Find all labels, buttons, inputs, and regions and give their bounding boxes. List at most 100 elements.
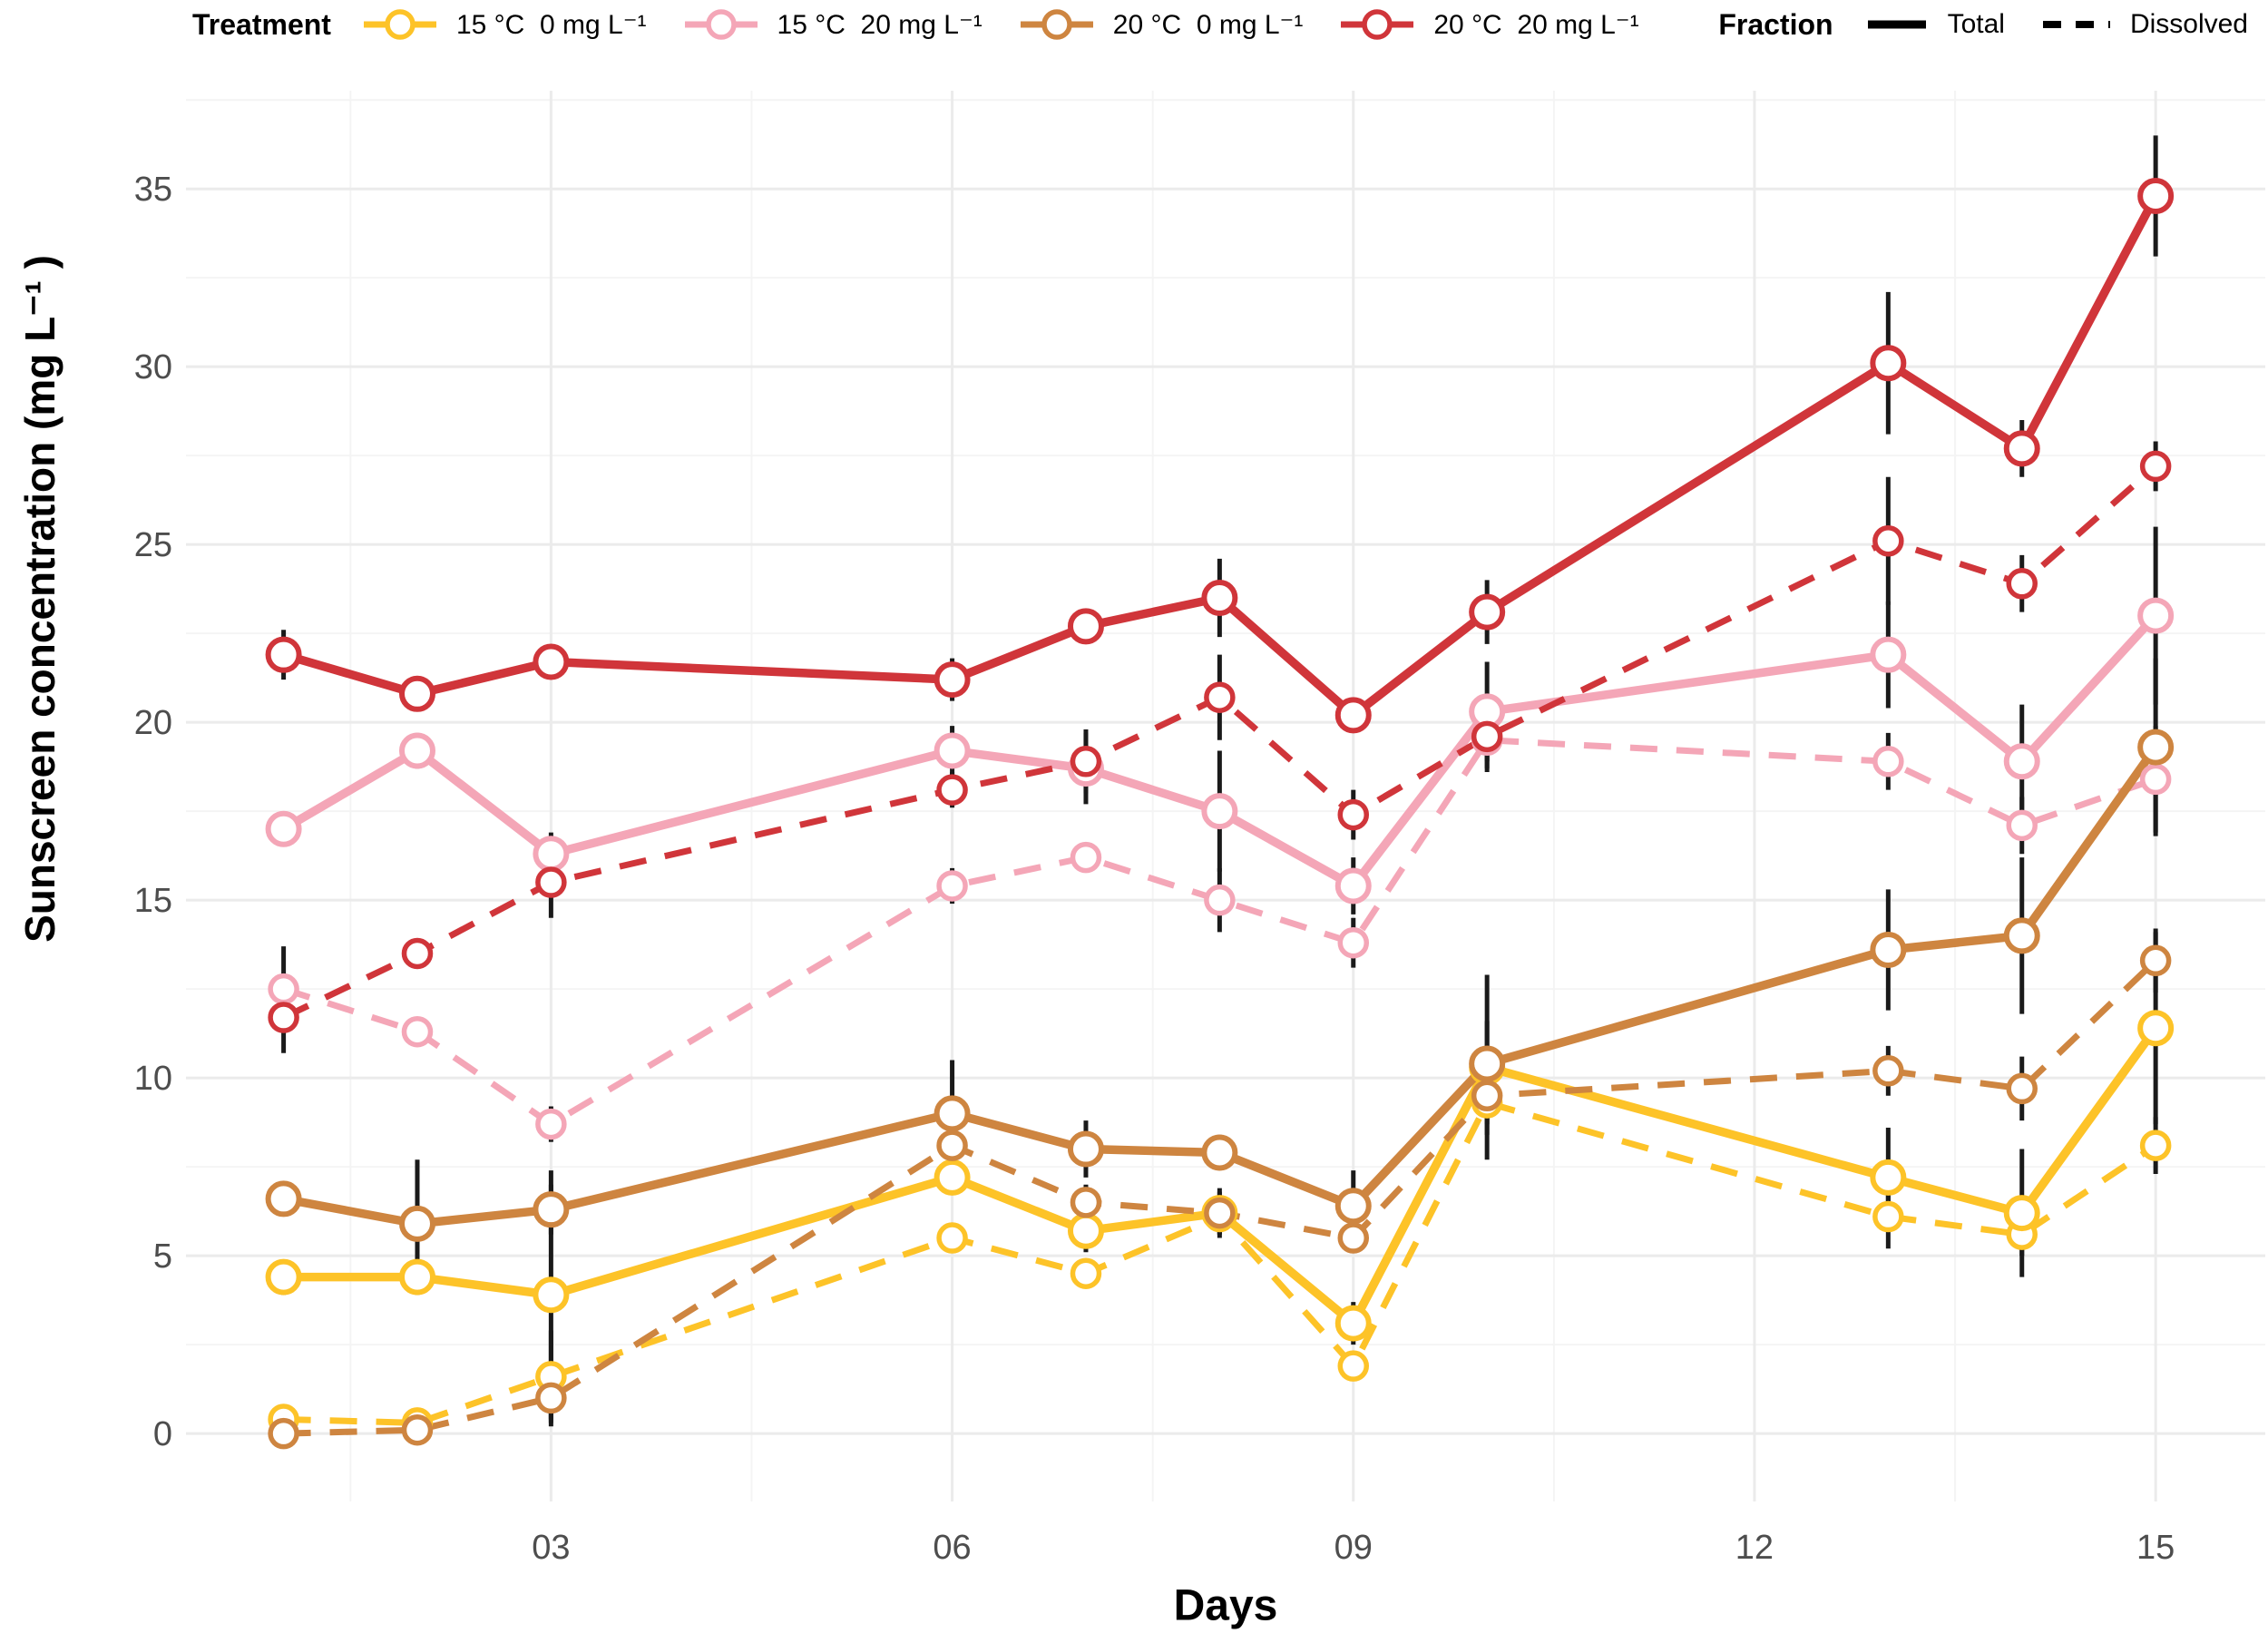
x-tick-label-03: 03 — [532, 1529, 570, 1567]
point-15C-0-total-day-9 — [1334, 1305, 1372, 1342]
y-tick-label-10: 10 — [134, 1060, 172, 1098]
point-15C-0-dissolved-day-7 — [1070, 1257, 1102, 1289]
legend-item-label: 20 °C 0 mg L⁻¹ — [1112, 9, 1304, 40]
point-20C-20-dissolved-day-8 — [1204, 681, 1236, 713]
point-15C-20-total-day-2 — [398, 732, 435, 769]
point-20C-0-total-day-10 — [1469, 1045, 1506, 1082]
point-15C-20-dissolved-day-9 — [1337, 926, 1370, 959]
point-15C-20-dissolved-day-3 — [535, 1108, 567, 1140]
legend-item-treatment-20c-0: 20 °C 0 mg L⁻¹ — [1019, 5, 1304, 44]
point-20C-20-dissolved-day-1 — [268, 1002, 299, 1033]
point-20C-20-dissolved-day-15 — [2139, 450, 2172, 483]
point-15C-0-total-day-2 — [398, 1258, 435, 1296]
legend-item-treatment-15c-0: 15 °C 0 mg L⁻¹ — [362, 5, 647, 44]
legend-item-treatment-20c-20: 20 °C 20 mg L⁻¹ — [1339, 5, 1639, 44]
treatment-key-icon — [362, 5, 438, 44]
y-tick-label-15: 15 — [134, 882, 172, 920]
point-20C-20-dissolved-day-6 — [936, 774, 968, 806]
point-15C-20-total-day-14 — [2003, 743, 2040, 780]
point-20C-0-total-day-7 — [1067, 1130, 1104, 1168]
treatment-key-icon — [1019, 5, 1095, 44]
treatment-key-icon — [1339, 5, 1415, 44]
legend-item-fraction-dissolved: Dissolved — [2041, 5, 2248, 44]
point-20C-0-dissolved-day-7 — [1070, 1187, 1102, 1218]
point-15C-20-dissolved-day-8 — [1204, 884, 1236, 916]
y-tick-label-30: 30 — [134, 348, 172, 386]
point-20C-20-total-day-6 — [934, 661, 971, 699]
point-15C-0-total-day-7 — [1067, 1212, 1104, 1249]
y-tick-label-5: 5 — [153, 1237, 172, 1276]
y-tick-label-0: 0 — [153, 1415, 172, 1453]
point-20C-20-total-day-15 — [2137, 178, 2175, 215]
point-20C-0-dissolved-day-9 — [1337, 1222, 1370, 1254]
point-20C-20-total-day-13 — [1870, 345, 1907, 382]
legend-item-label: Total — [1947, 9, 2005, 39]
point-20C-0-dissolved-day-10 — [1471, 1080, 1503, 1111]
point-20C-20-dissolved-day-13 — [1872, 525, 1904, 557]
point-15C-20-total-day-8 — [1201, 793, 1238, 830]
point-15C-20-dissolved-day-15 — [2139, 763, 2172, 796]
point-20C-20-dissolved-day-3 — [535, 866, 567, 898]
point-15C-20-dissolved-day-2 — [401, 1015, 434, 1048]
legend: Treatment 15 °C 0 mg L⁻¹ 15 °C 20 mg L⁻¹… — [0, 0, 2257, 49]
point-20C-20-dissolved-day-14 — [2006, 568, 2038, 600]
point-15C-0-total-day-14 — [2003, 1195, 2040, 1232]
point-20C-0-dissolved-day-14 — [2006, 1072, 2038, 1105]
x-tick-label-15: 15 — [2136, 1529, 2175, 1567]
point-20C-20-total-day-2 — [398, 675, 435, 712]
point-15C-20-dissolved-day-14 — [2006, 809, 2038, 842]
point-20C-20-total-day-3 — [533, 643, 570, 680]
point-15C-0-total-day-15 — [2137, 1010, 2175, 1047]
point-15C-20-total-day-9 — [1334, 867, 1372, 905]
point-15C-20-total-day-1 — [265, 810, 302, 847]
point-20C-0-dissolved-day-13 — [1872, 1055, 1904, 1087]
point-20C-0-total-day-13 — [1870, 932, 1907, 969]
point-15C-0-total-day-1 — [265, 1258, 302, 1296]
x-tick-label-09: 09 — [1334, 1529, 1373, 1567]
point-15C-20-total-day-6 — [934, 732, 971, 769]
point-15C-0-dissolved-day-13 — [1872, 1200, 1904, 1233]
point-15C-20-total-day-13 — [1870, 636, 1907, 673]
y-axis-title: Sunscreen concentration (mg L⁻¹ ) — [16, 255, 64, 943]
point-15C-0-total-day-13 — [1870, 1159, 1907, 1196]
point-20C-20-dissolved-day-9 — [1337, 798, 1370, 831]
legend-fraction-title: Fraction — [1718, 7, 1833, 41]
point-20C-20-total-day-7 — [1067, 608, 1104, 645]
point-15C-20-dissolved-day-7 — [1070, 841, 1102, 874]
x-axis-title: Days — [1173, 1581, 1278, 1630]
point-20C-20-total-day-8 — [1201, 579, 1238, 616]
point-20C-0-dissolved-day-3 — [535, 1382, 567, 1414]
point-20C-20-dissolved-day-2 — [401, 937, 434, 970]
point-20C-0-dissolved-day-6 — [936, 1130, 968, 1161]
point-20C-0-total-day-2 — [398, 1205, 435, 1242]
point-15C-20-dissolved-day-13 — [1872, 746, 1904, 777]
point-20C-20-total-day-10 — [1469, 593, 1506, 631]
point-20C-0-total-day-3 — [533, 1191, 570, 1228]
x-tick-label-06: 06 — [933, 1529, 971, 1567]
point-20C-0-total-day-6 — [934, 1095, 971, 1132]
point-15C-20-total-day-15 — [2137, 597, 2175, 634]
point-15C-20-dissolved-day-1 — [268, 973, 299, 1005]
point-20C-0-dissolved-day-1 — [268, 1417, 299, 1450]
point-15C-20-total-day-3 — [533, 836, 570, 873]
point-20C-20-dissolved-day-7 — [1070, 746, 1102, 777]
point-20C-0-dissolved-day-2 — [401, 1413, 434, 1446]
point-15C-0-dissolved-day-15 — [2139, 1130, 2172, 1161]
total-line-icon — [1864, 5, 1930, 44]
point-20C-20-total-day-1 — [265, 636, 302, 673]
legend-item-label: 15 °C 20 mg L⁻¹ — [777, 9, 982, 40]
dissolved-line-icon — [2041, 5, 2112, 44]
point-20C-0-total-day-15 — [2137, 729, 2175, 766]
point-20C-20-dissolved-day-10 — [1471, 720, 1503, 753]
point-20C-20-total-day-9 — [1334, 697, 1372, 734]
legend-item-fraction-total: Total — [1864, 5, 2005, 44]
legend-item-label: Dissolved — [2129, 9, 2248, 39]
x-tick-label-12: 12 — [1735, 1529, 1774, 1567]
legend-item-treatment-15c-20: 15 °C 20 mg L⁻¹ — [683, 5, 982, 44]
y-tick-label-20: 20 — [134, 704, 172, 742]
point-20C-0-total-day-8 — [1201, 1134, 1238, 1171]
point-20C-20-total-day-14 — [2003, 430, 2040, 467]
legend-item-label: 20 °C 20 mg L⁻¹ — [1433, 9, 1639, 40]
point-20C-0-total-day-1 — [265, 1180, 302, 1218]
